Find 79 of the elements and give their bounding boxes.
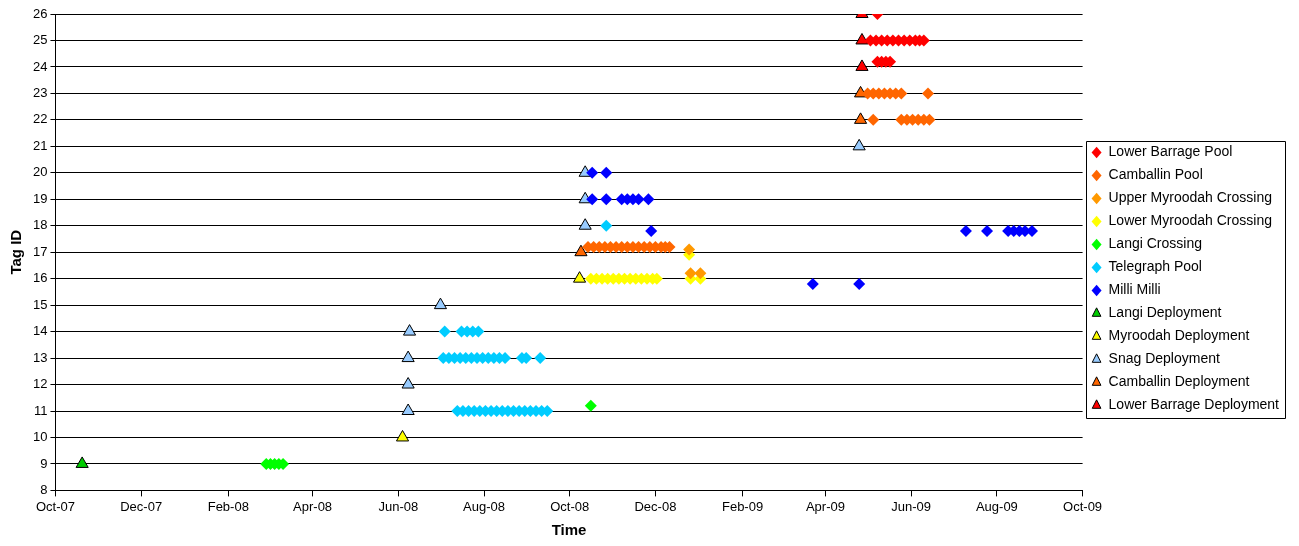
y-tick-label: 9 (40, 455, 48, 471)
legend-label: Camballin Pool (1108, 166, 1203, 183)
point (402, 324, 417, 336)
legend-label: Lower Barrage Pool (1108, 143, 1233, 160)
point (438, 325, 451, 338)
point (600, 219, 613, 232)
point (854, 112, 868, 124)
x-axis-title: Time (551, 521, 587, 539)
y-tick-label: 24 (32, 58, 48, 74)
point (694, 267, 707, 280)
y-axis-title: Tag ID (7, 229, 25, 275)
x-tick-label: Dec-07 (120, 498, 163, 514)
legend-label: Langi Crossing (1108, 235, 1202, 252)
y-tick-label: 22 (32, 111, 48, 127)
y-tick-label: 18 (32, 217, 48, 233)
point (981, 225, 994, 238)
point (600, 193, 613, 206)
point (586, 166, 599, 179)
point (855, 59, 869, 71)
x-tick-label: Feb-09 (721, 498, 764, 514)
point (855, 32, 869, 45)
legend-label: Telegraph Pool (1108, 258, 1202, 275)
point (534, 352, 547, 365)
x-tick-label: Aug-08 (463, 498, 505, 514)
point (806, 277, 819, 290)
y-tick-label: 21 (32, 137, 48, 153)
y-tick-label: 23 (32, 84, 48, 100)
y-tick-label: 8 (40, 481, 48, 497)
point (683, 243, 696, 256)
legend-label: Langi Deployment (1108, 304, 1222, 321)
point (574, 244, 588, 257)
x-tick-label: Apr-08 (293, 498, 333, 514)
legend-label: Camballin Deployment (1108, 373, 1250, 390)
y-tick-label: 26 (32, 5, 48, 21)
point (959, 225, 972, 238)
point (642, 193, 655, 206)
legend-label: Upper Myroodah Crossing (1108, 189, 1272, 206)
legend-label: Myroodah Deployment (1108, 327, 1250, 344)
y-tick-label: 12 (32, 376, 48, 392)
y-tick-label: 25 (32, 32, 48, 48)
y-tick-label: 15 (32, 296, 48, 312)
y-tick-label: 19 (32, 190, 48, 206)
point (75, 456, 89, 468)
point (584, 399, 597, 412)
x-tick-label: Jun-09 (891, 498, 932, 514)
point (645, 225, 658, 238)
legend-label: Lower Barrage Deployment (1108, 396, 1280, 413)
x-tick-label: Jun-08 (378, 498, 419, 514)
x-tick-label: Oct-09 (1063, 498, 1103, 514)
point (867, 113, 880, 126)
point (401, 350, 415, 363)
y-tick-label: 13 (32, 349, 48, 365)
point (922, 87, 935, 100)
legend-label: Lower Myroodah Crossing (1108, 212, 1272, 229)
y-tick-label: 17 (32, 243, 48, 259)
point (401, 377, 415, 389)
y-tick-label: 10 (32, 429, 48, 445)
y-tick-label: 14 (32, 323, 48, 339)
point (852, 138, 866, 151)
point (573, 271, 587, 283)
point (578, 218, 592, 230)
x-tick-label: Dec-08 (634, 498, 677, 514)
y-tick-label: 16 (32, 270, 48, 286)
point (586, 193, 599, 206)
x-tick-label: Feb-08 (207, 498, 249, 514)
x-tick-label: Oct-08 (550, 498, 590, 514)
point (395, 429, 410, 442)
point (433, 297, 448, 310)
y-tick-label: 20 (32, 164, 48, 180)
legend-label: Snag Deployment (1108, 350, 1220, 367)
y-tick-label: 11 (33, 402, 48, 418)
legend-label: Milli Milli (1108, 281, 1161, 298)
x-tick-label: Oct-07 (35, 498, 75, 514)
x-tick-label: Apr-09 (805, 498, 845, 514)
point (684, 267, 697, 280)
point (600, 166, 613, 179)
x-tick-label: Aug-09 (975, 498, 1018, 514)
point (853, 277, 866, 290)
point (401, 403, 415, 415)
